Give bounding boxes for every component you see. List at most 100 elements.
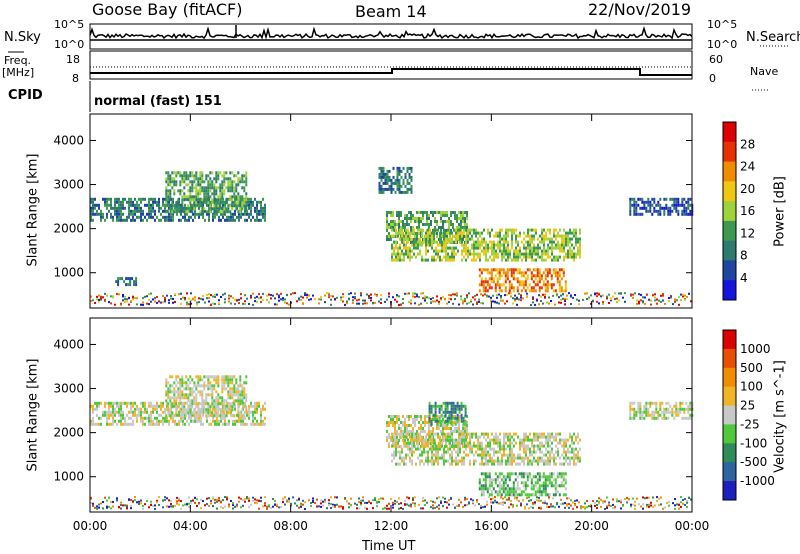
region-4-cell (551, 240, 553, 244)
region-5-cell (490, 268, 493, 272)
region-0-cell (126, 401, 128, 405)
scatter-cell (120, 302, 122, 305)
region-3-cell (410, 241, 412, 244)
region-4-cell (467, 246, 469, 250)
region-4-cell (461, 258, 463, 262)
scatter-cell (568, 503, 570, 505)
nave-tick-low: 0 (709, 72, 716, 85)
scatter-cell (630, 505, 632, 508)
region-1-cell (199, 189, 202, 193)
region-3-cell (426, 211, 428, 214)
colorbar-tick-label: 20 (740, 182, 755, 196)
region-0-cell (132, 212, 134, 216)
scatter-cell (280, 292, 282, 295)
scatter-cell (238, 298, 240, 301)
region-5-cell (556, 277, 559, 281)
scatter-cell (344, 497, 346, 499)
region-4-cell (407, 228, 409, 232)
region-3-cell (469, 444, 471, 448)
region-4-cell (511, 246, 513, 250)
scatter-cell (214, 293, 216, 296)
region-0-cell (162, 410, 164, 414)
region-1-cell (235, 381, 238, 385)
scatter-cell (362, 496, 364, 499)
scatter-cell (618, 500, 620, 503)
region-0-cell (246, 422, 248, 426)
scatter-cell (142, 297, 144, 300)
region-1-cell (169, 192, 172, 196)
scatter-cell (672, 303, 674, 306)
scatter-cell (388, 295, 390, 298)
region-0-cell (108, 197, 110, 201)
region-2-cell (460, 430, 462, 433)
scatter-cell (214, 302, 216, 305)
region-5-cell (520, 289, 523, 293)
scatter-cell (468, 301, 470, 304)
scatter-cell (148, 298, 150, 301)
scatter-cell (206, 294, 208, 297)
region-7-cell (645, 200, 648, 204)
region-0-cell (244, 416, 246, 420)
scatter-cell (402, 298, 404, 300)
region-1-cell (233, 189, 236, 193)
region-5-cell (540, 274, 543, 278)
region-0-cell (250, 203, 252, 207)
scatter-cell (244, 497, 246, 500)
region-4-cell (449, 231, 451, 235)
region-3-cell (386, 214, 388, 217)
region-1-cell (199, 186, 202, 190)
scatter-cell (180, 298, 182, 300)
region-0-cell (170, 212, 172, 216)
scatter-cell (372, 499, 374, 502)
region-0-cell (194, 212, 196, 216)
region-4-cell (529, 237, 531, 241)
region-0-cell (112, 413, 114, 417)
region-3-cell (411, 435, 413, 439)
region-3-cell (442, 223, 444, 226)
region-1-cell (177, 171, 180, 175)
region-4-cell (555, 258, 557, 262)
region-1-cell (169, 177, 172, 181)
region-3-cell (414, 220, 416, 223)
scatter-cell (340, 299, 342, 302)
scatter-cell (162, 295, 164, 297)
region-2-cell (386, 424, 388, 427)
region-4-cell (441, 249, 443, 253)
region-6-cell (408, 175, 411, 179)
region-3-cell (489, 459, 491, 463)
region-3-cell (423, 450, 425, 454)
region-4-cell (541, 258, 543, 262)
region-5-cell (496, 271, 499, 275)
scatter-cell (154, 504, 156, 507)
region-0-cell (160, 218, 162, 222)
region-1-cell (191, 387, 194, 391)
region-0-cell (168, 215, 170, 219)
region-3-cell (432, 211, 434, 214)
region-3-cell (523, 462, 525, 466)
scatter-cell (606, 507, 608, 509)
region-3-cell (449, 447, 451, 451)
region-0-cell (262, 206, 264, 210)
region-7-cell (629, 200, 632, 204)
region-4-cell (443, 237, 445, 241)
region-4-cell (519, 249, 521, 253)
scatter-cell (594, 505, 596, 507)
region-5-cell (524, 271, 527, 275)
scatter-cell (444, 497, 446, 500)
region-3-cell (401, 432, 403, 436)
region-0-cell (162, 209, 164, 213)
region-1-cell (245, 381, 248, 385)
region-3-cell (467, 441, 469, 445)
scatter-cell (658, 497, 660, 500)
scatter-cell (194, 298, 196, 301)
scatter-cell (512, 302, 514, 305)
region-4-cell (445, 243, 447, 247)
region-1-cell (167, 174, 170, 178)
region-3-cell (440, 226, 442, 229)
region-3-cell (397, 462, 399, 466)
region-0-cell (136, 203, 138, 207)
region-5-cell (506, 271, 509, 275)
region-1-cell (229, 411, 232, 415)
scatter-cell (178, 499, 180, 502)
region-3-cell (433, 447, 435, 451)
